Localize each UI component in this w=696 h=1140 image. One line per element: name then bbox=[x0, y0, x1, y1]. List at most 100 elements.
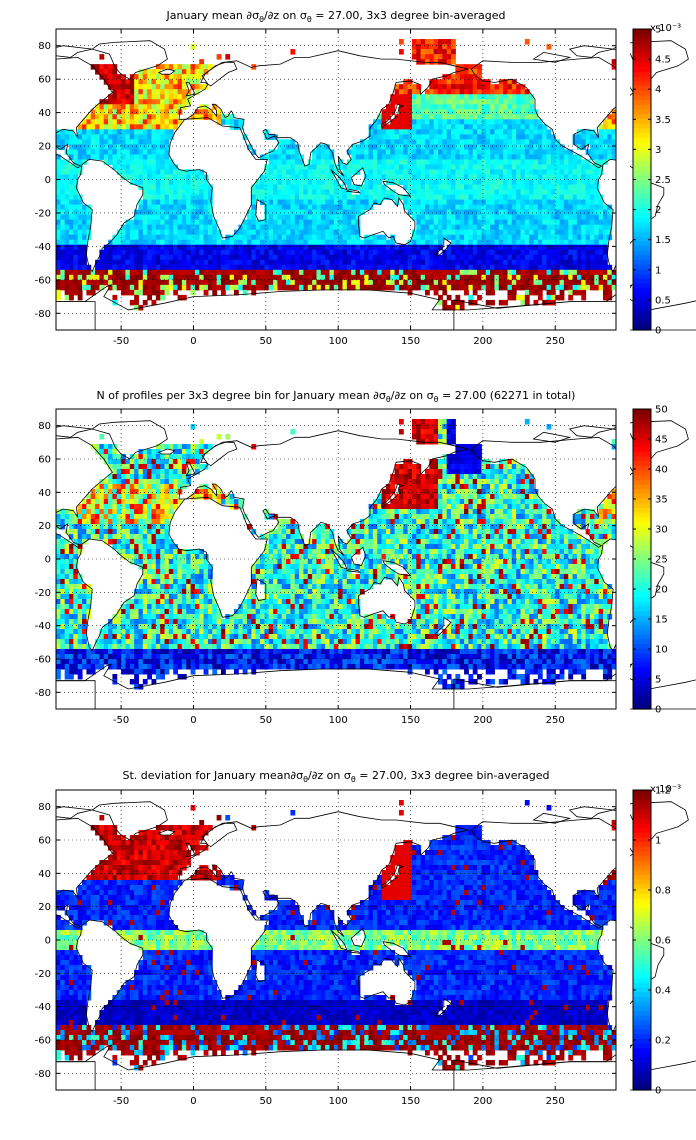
data-cell bbox=[525, 250, 530, 256]
data-cell bbox=[512, 250, 517, 256]
data-cell bbox=[473, 260, 478, 266]
data-cell bbox=[208, 109, 213, 115]
data-cell bbox=[425, 94, 430, 100]
data-cell bbox=[473, 119, 478, 125]
data-cell bbox=[390, 104, 395, 110]
data-cell bbox=[82, 614, 87, 620]
data-cell bbox=[538, 134, 543, 140]
data-cell bbox=[555, 154, 560, 160]
data-cell bbox=[125, 290, 130, 296]
data-cell bbox=[78, 154, 83, 160]
colorbar-segment bbox=[633, 76, 651, 81]
data-cell bbox=[134, 174, 139, 180]
data-cell bbox=[542, 195, 547, 201]
data-cell bbox=[325, 255, 330, 261]
data-cell bbox=[78, 225, 83, 231]
data-cell bbox=[243, 260, 248, 266]
data-cell bbox=[104, 489, 109, 495]
data-cell bbox=[347, 235, 352, 241]
data-cell bbox=[260, 260, 265, 266]
data-cell bbox=[182, 225, 187, 231]
data-cell bbox=[191, 69, 196, 75]
data-cell bbox=[329, 200, 334, 206]
data-cell bbox=[481, 235, 486, 241]
data-cell bbox=[408, 134, 413, 140]
data-cell bbox=[334, 240, 339, 246]
data-cell bbox=[477, 124, 482, 130]
data-cell bbox=[60, 185, 65, 191]
data-cell bbox=[199, 255, 204, 261]
data-cell bbox=[455, 295, 460, 301]
data-cell bbox=[447, 250, 452, 256]
data-cell bbox=[425, 114, 430, 120]
data-cell bbox=[525, 104, 530, 110]
data-cell bbox=[351, 159, 356, 165]
data-cell bbox=[134, 649, 139, 655]
data-cell bbox=[460, 104, 465, 110]
data-cell bbox=[217, 235, 222, 241]
data-cell bbox=[130, 499, 135, 505]
data-cell bbox=[282, 260, 287, 266]
data-cell bbox=[217, 109, 222, 115]
data-cell bbox=[542, 174, 547, 180]
data-cell bbox=[486, 185, 491, 191]
data-cell bbox=[147, 174, 152, 180]
data-cell bbox=[555, 265, 560, 271]
data-cell bbox=[282, 149, 287, 155]
data-cell bbox=[321, 149, 326, 155]
data-cell bbox=[477, 104, 482, 110]
data-cell bbox=[308, 285, 313, 291]
data-cell bbox=[490, 174, 495, 180]
data-cell bbox=[377, 154, 382, 160]
data-cell bbox=[434, 139, 439, 145]
data-cell bbox=[282, 154, 287, 160]
data-cell bbox=[590, 245, 595, 251]
data-cell bbox=[494, 174, 499, 180]
data-cell bbox=[264, 185, 269, 191]
data-cell bbox=[112, 280, 117, 286]
data-cell bbox=[60, 275, 65, 281]
data-cell bbox=[56, 260, 61, 266]
data-cell bbox=[117, 270, 122, 276]
data-cell bbox=[99, 149, 104, 155]
data-cell bbox=[60, 250, 65, 256]
data-cell bbox=[325, 265, 330, 271]
data-cell bbox=[147, 210, 152, 216]
data-cell bbox=[286, 240, 291, 246]
data-cell bbox=[108, 144, 113, 150]
data-cell bbox=[78, 149, 83, 155]
data-cell bbox=[286, 154, 291, 160]
data-cell bbox=[525, 124, 530, 130]
data-cell bbox=[121, 245, 126, 251]
data-cell bbox=[564, 230, 569, 236]
data-cell bbox=[564, 245, 569, 251]
data-cell bbox=[169, 280, 174, 286]
data-cell bbox=[573, 134, 578, 140]
data-cell bbox=[425, 230, 430, 236]
data-cell bbox=[442, 164, 447, 170]
data-cell bbox=[165, 164, 170, 170]
colorbar-segment bbox=[633, 217, 651, 222]
colorbar-segment bbox=[633, 100, 651, 105]
data-cell bbox=[442, 154, 447, 160]
data-cell bbox=[481, 230, 486, 236]
data-cell bbox=[607, 290, 612, 296]
data-cell bbox=[138, 169, 143, 175]
data-cell bbox=[173, 104, 178, 110]
data-cell bbox=[494, 255, 499, 261]
data-cell bbox=[347, 245, 352, 251]
data-cell bbox=[121, 529, 126, 535]
data-cell bbox=[481, 180, 486, 186]
data-cell bbox=[494, 215, 499, 221]
data-cell bbox=[156, 134, 161, 140]
data-cell bbox=[551, 240, 556, 246]
data-cell bbox=[590, 185, 595, 191]
data-cell bbox=[590, 180, 595, 186]
data-cell bbox=[269, 190, 274, 196]
data-cell bbox=[438, 195, 443, 201]
data-cell bbox=[512, 164, 517, 170]
data-cell bbox=[547, 190, 552, 196]
data-cell bbox=[69, 255, 74, 261]
data-cell bbox=[451, 159, 456, 165]
data-cell bbox=[507, 154, 512, 160]
